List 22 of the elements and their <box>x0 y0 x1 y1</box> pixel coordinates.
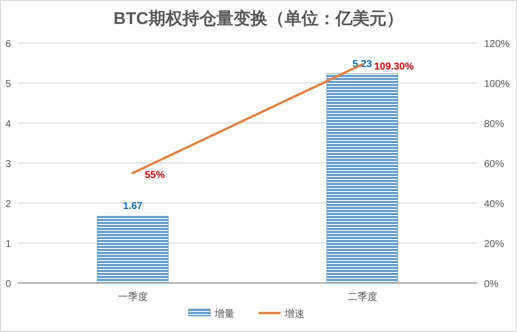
y2-tick-label: 120% <box>484 39 510 50</box>
y-tick-label: 4 <box>5 119 12 130</box>
y2-tick-label: 0% <box>484 279 499 290</box>
data-label: 109.30% <box>374 61 414 72</box>
y-tick-label: 2 <box>5 199 12 210</box>
chart-title: BTC期权持仓量变换（单位：亿美元） <box>114 9 404 28</box>
y-tick-label: 1 <box>5 239 12 250</box>
data-label: 1.67 <box>123 201 143 212</box>
y2-tick-label: 80% <box>484 119 504 130</box>
y-tick-label: 5 <box>5 79 12 90</box>
y2-tick-label: 100% <box>484 79 510 90</box>
legend-label: 增速 <box>284 308 304 320</box>
x-tick-label: 二季度 <box>347 291 378 303</box>
y-tick-label: 3 <box>5 159 12 170</box>
legend-label: 增量 <box>214 308 234 320</box>
y2-tick-label: 60% <box>484 159 504 170</box>
y-tick-label: 6 <box>5 39 12 50</box>
y2-tick-label: 40% <box>484 199 504 210</box>
y2-tick-label: 20% <box>484 239 504 250</box>
x-tick-label: 一季度 <box>118 291 148 303</box>
data-label: 55% <box>144 170 165 181</box>
y-tick-label: 0 <box>5 279 12 290</box>
